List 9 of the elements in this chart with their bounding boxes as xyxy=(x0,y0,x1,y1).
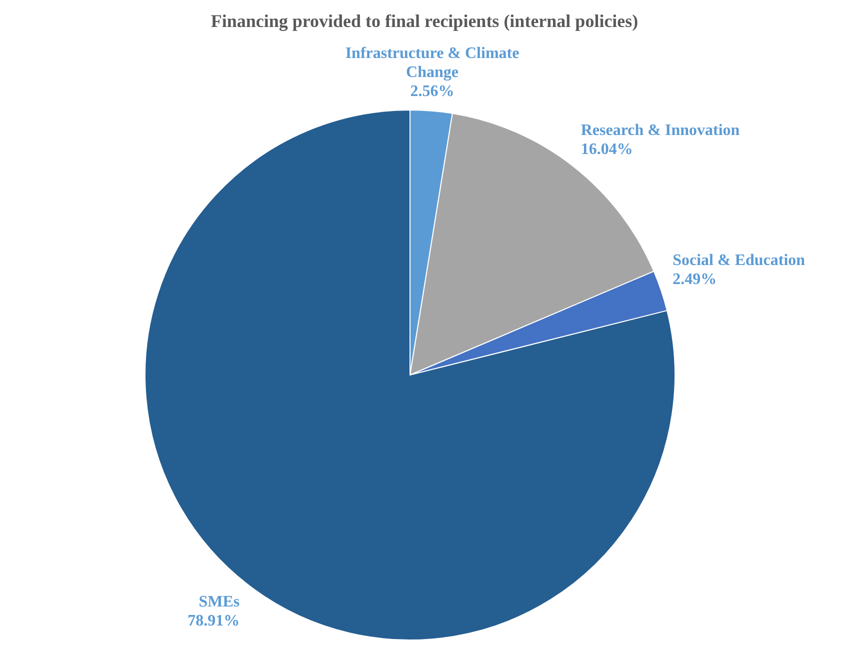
data-label: 16.04% xyxy=(580,140,633,158)
slice-label: SMEs xyxy=(198,593,240,610)
chart-title: Financing provided to final recipients (internal policies) xyxy=(210,10,638,31)
data-label: 2.56% xyxy=(410,82,454,100)
slice-label: Research & Innovation xyxy=(580,122,740,139)
data-label: 2.49% xyxy=(672,270,717,288)
slice-label: Infrastructure & Climate Change xyxy=(345,44,520,81)
data-label: 78.91% xyxy=(188,612,240,630)
slice-label: Social & Education xyxy=(672,252,806,269)
